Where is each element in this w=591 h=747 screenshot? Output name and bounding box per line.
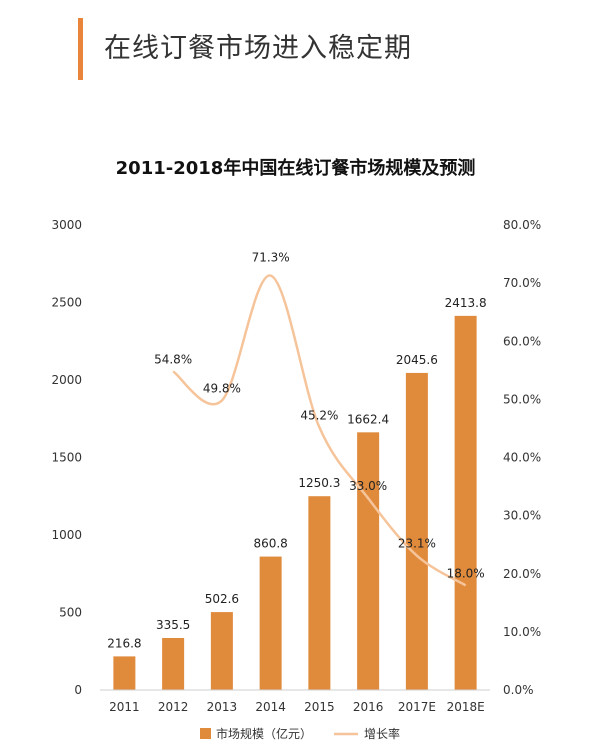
bar-value-label: 335.5 bbox=[156, 618, 190, 632]
bar-series bbox=[113, 315, 477, 690]
left-tick-label: 0 bbox=[74, 683, 82, 697]
bar bbox=[259, 556, 282, 690]
right-tick-label: 80.0% bbox=[503, 218, 541, 232]
line-data-labels: 54.8% 49.8% 71.3% 45.2% 33.0% 23.1% 18.0% bbox=[154, 251, 485, 581]
line-value-label: 49.8% bbox=[203, 382, 241, 396]
x-tick-label: 2011 bbox=[109, 700, 140, 714]
legend: 市场规模（亿元） 增长率 bbox=[200, 726, 400, 741]
x-tick-label: 2014 bbox=[255, 700, 286, 714]
x-axis: 2011 2012 2013 2014 2015 2016 2017E 2018E bbox=[109, 700, 485, 714]
growth-rate-line bbox=[172, 274, 467, 587]
left-tick-label: 2500 bbox=[51, 296, 82, 310]
bar bbox=[162, 637, 185, 690]
left-tick-label: 1500 bbox=[51, 451, 82, 465]
bar-value-label: 502.6 bbox=[205, 592, 239, 606]
left-tick-label: 3000 bbox=[51, 218, 82, 232]
legend-bar-swatch bbox=[200, 728, 211, 739]
line-value-label: 33.0% bbox=[349, 479, 387, 493]
legend-line-label: 增长率 bbox=[364, 726, 400, 741]
line-value-label: 71.3% bbox=[252, 251, 290, 265]
left-tick-label: 2000 bbox=[51, 373, 82, 387]
right-tick-label: 70.0% bbox=[503, 276, 541, 290]
line-value-label: 18.0% bbox=[447, 566, 485, 580]
line-value-label: 23.1% bbox=[398, 537, 436, 551]
right-tick-label: 40.0% bbox=[503, 451, 541, 465]
x-tick-label: 2015 bbox=[304, 700, 335, 714]
bar bbox=[454, 315, 477, 690]
bar-value-label: 860.8 bbox=[253, 537, 287, 551]
right-tick-label: 60.0% bbox=[503, 334, 541, 348]
bar-value-label: 1662.4 bbox=[347, 412, 389, 426]
bar-value-label: 1250.3 bbox=[298, 476, 340, 490]
right-tick-label: 20.0% bbox=[503, 567, 541, 581]
bar bbox=[357, 432, 380, 690]
right-axis: 0.0% 10.0% 20.0% 30.0% 40.0% 50.0% 60.0% 70.0% 8… bbox=[503, 218, 541, 697]
bar-value-label: 2045.6 bbox=[396, 353, 438, 367]
x-tick-label: 2012 bbox=[158, 700, 189, 714]
bar bbox=[113, 656, 136, 690]
legend-bar-label: 市场规模（亿元） bbox=[216, 726, 312, 741]
page-title: 在线订餐市场进入稳定期 bbox=[104, 33, 412, 64]
chart-title: 2011-2018年中国在线订餐市场规模及预测 bbox=[115, 158, 476, 179]
right-tick-label: 50.0% bbox=[503, 392, 541, 406]
x-tick-label: 2013 bbox=[207, 700, 238, 714]
x-tick-label: 2017E bbox=[398, 700, 436, 714]
bar-value-label: 2413.8 bbox=[445, 296, 487, 310]
left-tick-label: 500 bbox=[59, 606, 82, 620]
line-value-label: 54.8% bbox=[154, 352, 192, 366]
bar-value-label: 216.8 bbox=[107, 636, 141, 650]
right-tick-label: 10.0% bbox=[503, 625, 541, 639]
title-accent-bar bbox=[78, 18, 83, 80]
left-tick-label: 1000 bbox=[51, 528, 82, 542]
right-tick-label: 0.0% bbox=[503, 683, 534, 697]
line-value-label: 45.2% bbox=[300, 408, 338, 422]
x-tick-label: 2018E bbox=[447, 700, 485, 714]
bar bbox=[405, 372, 428, 690]
x-tick-label: 2016 bbox=[353, 700, 384, 714]
bar bbox=[308, 496, 331, 690]
right-tick-label: 30.0% bbox=[503, 509, 541, 523]
bar bbox=[210, 612, 233, 690]
left-axis: 0 500 1000 1500 2000 2500 3000 bbox=[51, 218, 82, 697]
bar-data-labels: 216.8 335.5 502.6 860.8 1250.3 1662.4 2045.6 24… bbox=[107, 296, 486, 651]
